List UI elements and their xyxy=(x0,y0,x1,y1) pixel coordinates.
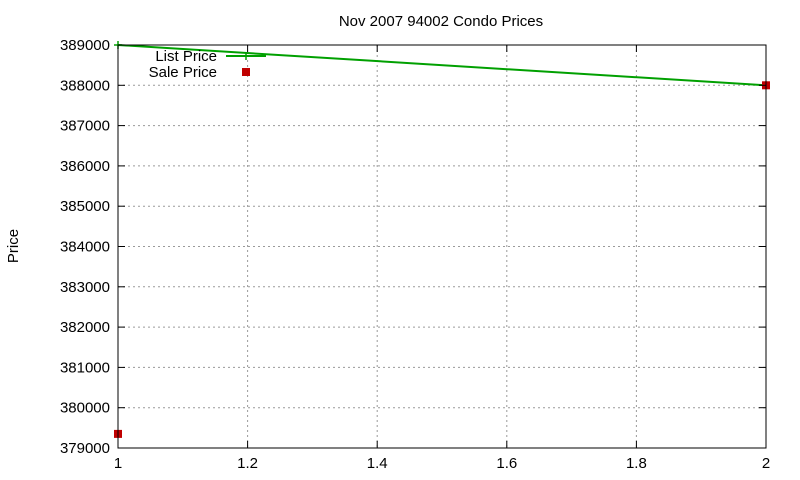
y-tick-label: 387000 xyxy=(60,118,110,135)
legend-swatch-marker xyxy=(242,52,250,60)
grid-layer xyxy=(118,45,766,448)
y-axis-label: Price xyxy=(5,229,22,263)
legend-swatch-marker xyxy=(242,68,250,76)
series-layer xyxy=(114,41,770,438)
y-tick-label: 385000 xyxy=(60,198,110,215)
x-tick-label: 2 xyxy=(762,455,770,472)
y-tick-label: 379000 xyxy=(60,440,110,457)
y-tick-label: 384000 xyxy=(60,239,110,256)
y-tick-label: 386000 xyxy=(60,158,110,175)
y-tick-label: 389000 xyxy=(60,37,110,54)
y-tick-label: 381000 xyxy=(60,359,110,376)
chart-title: Nov 2007 94002 Condo Prices xyxy=(339,13,543,30)
x-tick-label: 1.2 xyxy=(237,455,258,472)
y-tick-label: 380000 xyxy=(60,400,110,417)
tick-layer: 379000 380000 381000 382000 383000 384000 3850… xyxy=(60,37,770,472)
y-tick-label: 388000 xyxy=(60,77,110,94)
y-tick-label: 383000 xyxy=(60,279,110,296)
y-tick-label: 382000 xyxy=(60,319,110,336)
legend-label: Sale Price xyxy=(149,64,217,81)
x-tick-label: 1.6 xyxy=(496,455,517,472)
list-price-line xyxy=(117,44,767,87)
legend-label: List Price xyxy=(155,48,217,65)
x-tick-label: 1 xyxy=(114,455,122,472)
x-tick-label: 1.4 xyxy=(367,455,388,472)
x-tick-label: 1.8 xyxy=(626,455,647,472)
